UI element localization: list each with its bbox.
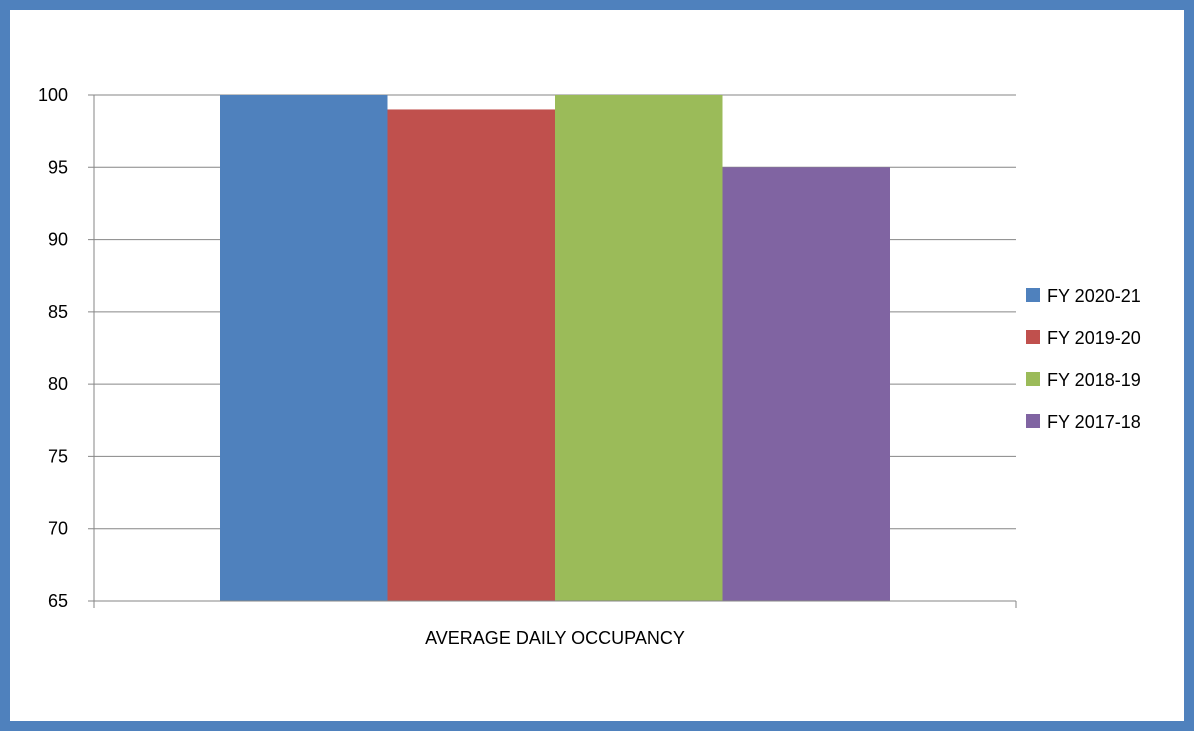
- y-axis-ticks: 65 70 75 80 85 90 95 100: [38, 85, 68, 611]
- x-category-label: AVERAGE DAILY OCCUPANCY: [425, 628, 685, 648]
- y-tick-label: 100: [38, 85, 68, 105]
- axes: [88, 95, 1017, 608]
- bar-chart: 65 70 75 80 85 90 95 100 AVERAGE DAILY OCCUPANC…: [38, 85, 1141, 648]
- legend-swatch: [1026, 288, 1040, 302]
- legend-label: FY 2017-18: [1047, 412, 1141, 432]
- legend-swatch: [1026, 414, 1040, 428]
- bar-fy-2020-21: [220, 95, 388, 601]
- bars: [220, 95, 890, 602]
- bar-fy-2018-19: [555, 95, 723, 601]
- y-tick-label: 75: [48, 446, 68, 466]
- legend-swatch: [1026, 330, 1040, 344]
- y-tick-label: 95: [48, 157, 68, 177]
- legend-label: FY 2018-19: [1047, 370, 1141, 390]
- bar-fy-2019-20: [387, 109, 555, 601]
- y-tick-label: 80: [48, 374, 68, 394]
- legend-label: FY 2020-21: [1047, 286, 1141, 306]
- y-tick-label: 65: [48, 591, 68, 611]
- y-tick-label: 90: [48, 230, 68, 250]
- bar-fy-2017-18: [722, 167, 890, 602]
- y-tick-label: 85: [48, 302, 68, 322]
- legend-label: FY 2019-20: [1047, 328, 1141, 348]
- x-axis-labels: AVERAGE DAILY OCCUPANCY: [425, 628, 685, 648]
- legend: FY 2020-21 FY 2019-20 FY 2018-19 FY 2017-18: [1026, 286, 1141, 432]
- legend-swatch: [1026, 372, 1040, 386]
- y-tick-label: 70: [48, 519, 68, 539]
